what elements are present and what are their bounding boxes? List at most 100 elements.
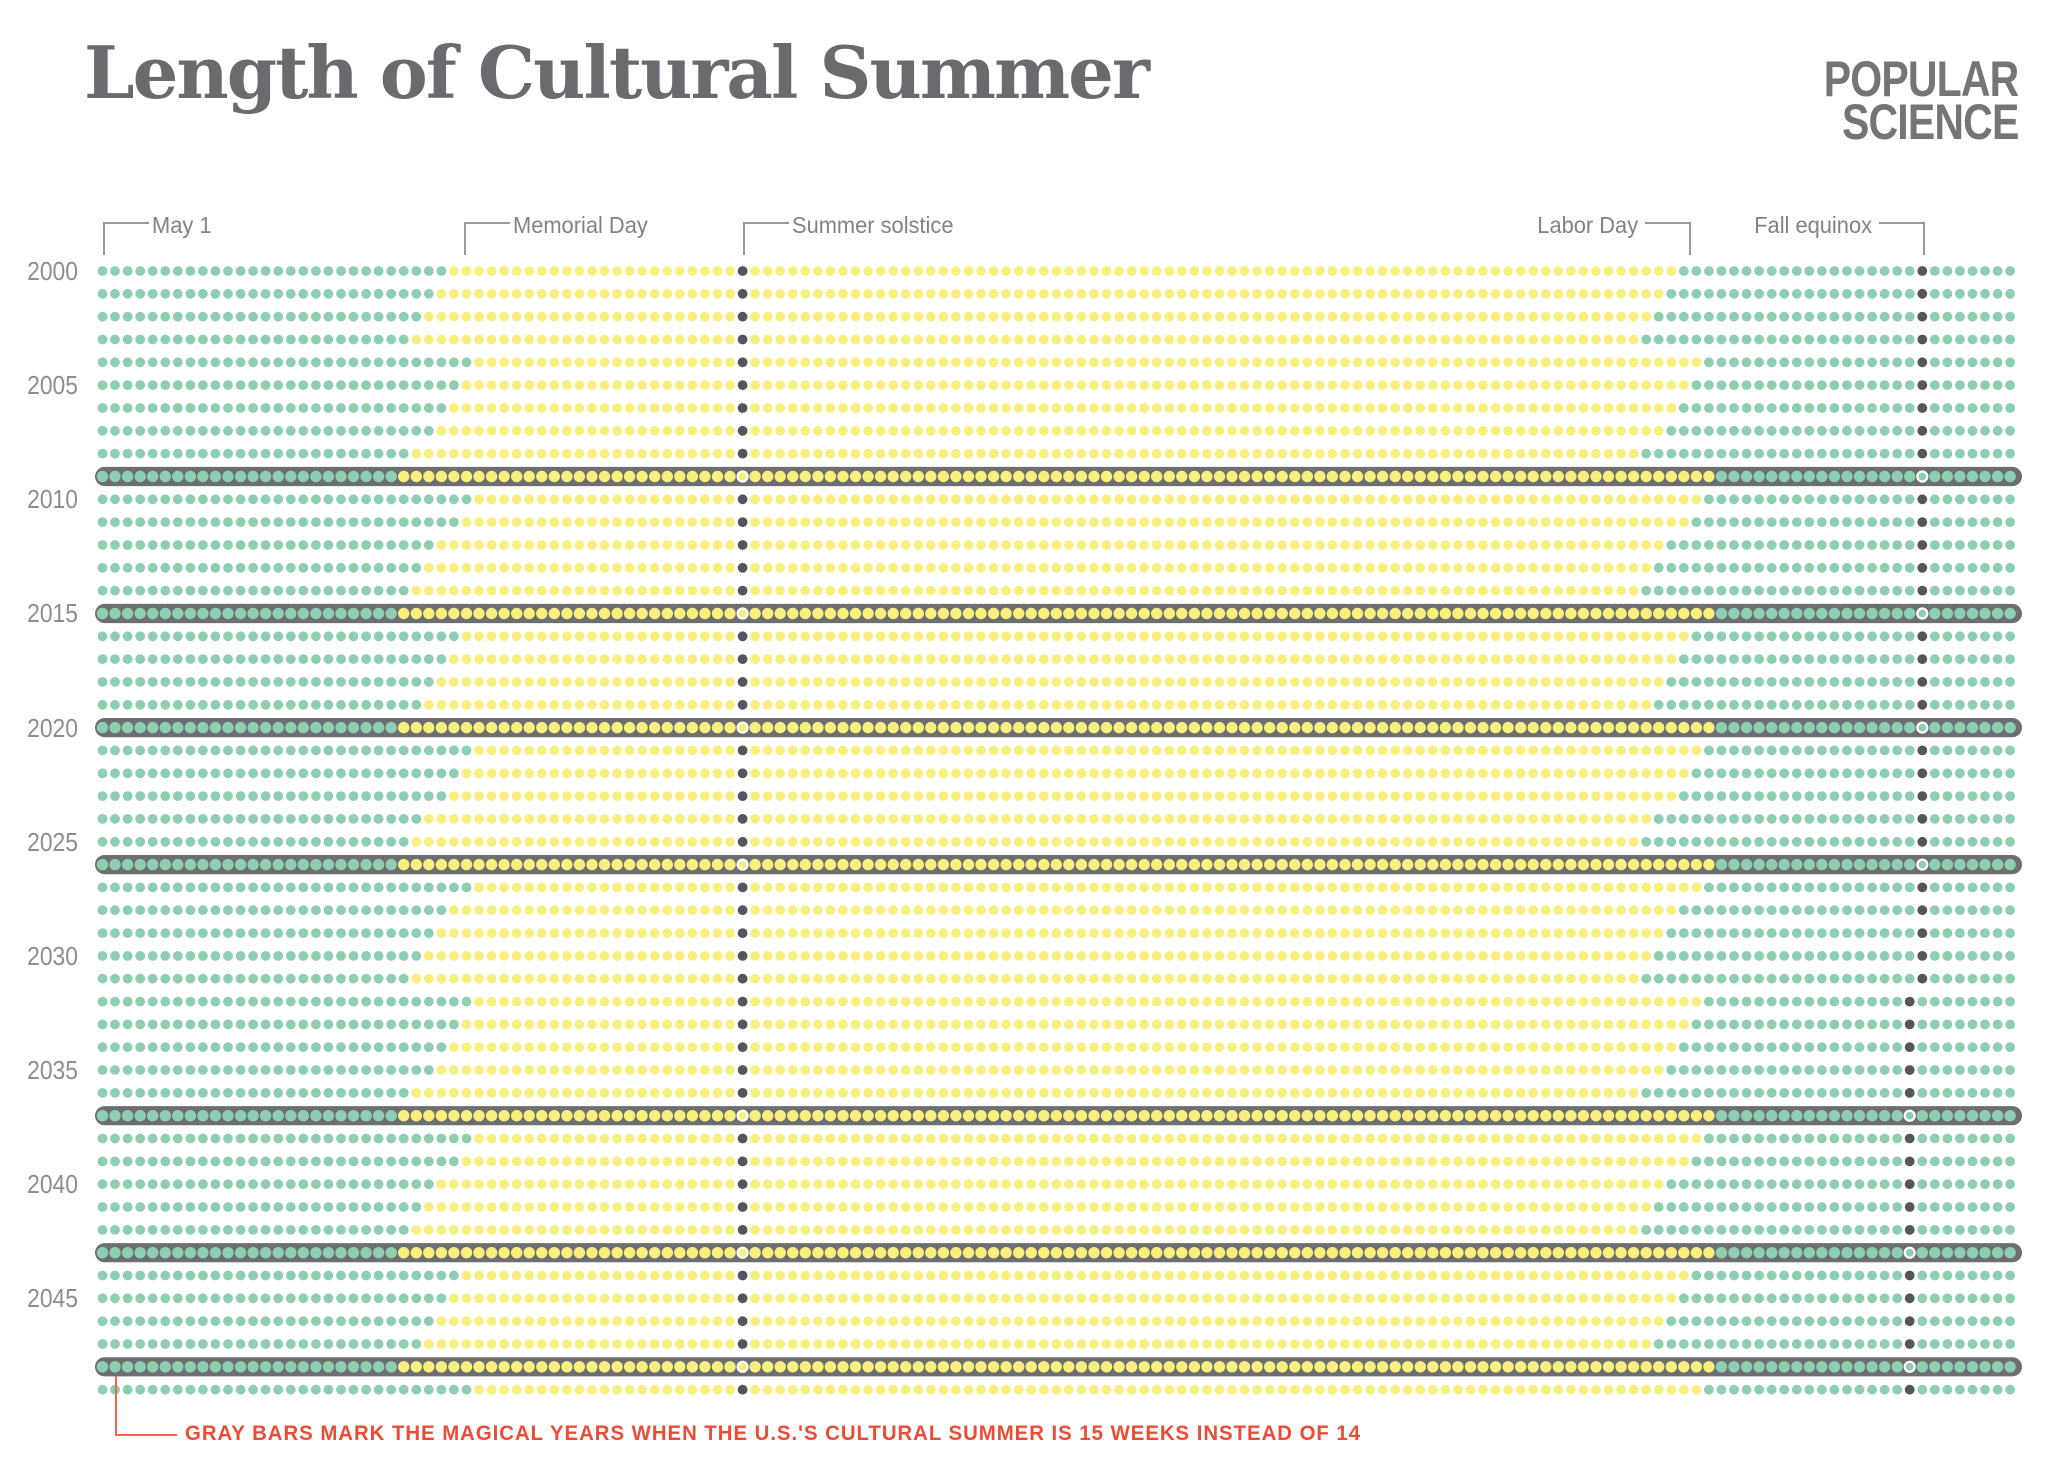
summer-solstice-marker	[737, 1339, 748, 1349]
fall-equinox-marker	[1917, 266, 1928, 276]
fall-equinox-marker	[1917, 540, 1928, 550]
fall-equinox-marker	[1917, 311, 1928, 322]
summer-solstice-marker	[736, 858, 749, 871]
summer-solstice-marker	[737, 654, 748, 664]
summer-solstice-marker	[737, 768, 748, 779]
summer-solstice-marker	[737, 1179, 748, 1190]
logo-line-popular: POPULAR	[1823, 51, 2019, 107]
year-row	[97, 654, 2015, 664]
summer-solstice-marker	[736, 1246, 749, 1259]
summer-solstice-marker	[737, 1133, 748, 1144]
year-row	[97, 905, 2015, 916]
fall-equinox-marker	[1904, 1384, 1915, 1395]
year-row	[95, 718, 2022, 738]
annotation-label-fall-equinox: Fall equinox	[1754, 212, 1872, 238]
year-row	[97, 836, 2015, 847]
annotation-label-memorial-day: Memorial Day	[513, 212, 648, 238]
summer-solstice-marker	[737, 1156, 748, 1167]
fall-equinox-marker	[1917, 905, 1928, 916]
summer-solstice-marker	[737, 631, 748, 642]
year-label-2040: 2040	[27, 1169, 78, 1200]
year-row	[97, 1339, 2015, 1349]
year-label-2035: 2035	[27, 1055, 78, 1086]
year-label-2030: 2030	[27, 940, 78, 971]
fall-equinox-marker	[1904, 1316, 1915, 1327]
fall-equinox-marker	[1904, 1293, 1915, 1304]
year-row	[97, 334, 2015, 345]
footnote-connector-line	[115, 1376, 177, 1436]
fall-equinox-marker	[1917, 768, 1928, 779]
year-label-2020: 2020	[27, 712, 78, 743]
annotation-label-labor-day: Labor Day	[1537, 212, 1638, 238]
year-label-2025: 2025	[27, 826, 78, 857]
fall-equinox-marker	[1904, 1019, 1915, 1030]
fall-equinox-marker	[1917, 562, 1928, 573]
year-row	[97, 1065, 2015, 1075]
year-row	[97, 380, 2015, 390]
fall-equinox-marker	[1917, 380, 1928, 390]
year-row	[97, 973, 2015, 984]
fall-equinox-marker	[1917, 494, 1928, 505]
summer-solstice-marker	[737, 494, 748, 505]
year-row	[95, 855, 2022, 875]
fall-equinox-marker	[1917, 677, 1928, 687]
fall-equinox-marker	[1917, 928, 1928, 938]
year-row	[97, 448, 2015, 459]
year-row	[97, 1088, 2015, 1098]
year-row	[97, 631, 2015, 642]
year-row	[97, 425, 2015, 436]
fall-equinox-marker	[1916, 858, 1929, 871]
fall-equinox-marker	[1904, 996, 1915, 1007]
year-row	[97, 928, 2015, 938]
summer-solstice-marker	[736, 1360, 749, 1373]
year-label-2045: 2045	[27, 1283, 78, 1314]
year-row	[95, 1106, 2022, 1126]
year-row	[97, 882, 2015, 893]
summer-solstice-marker	[737, 1225, 748, 1235]
fall-equinox-marker	[1917, 403, 1928, 413]
page-title: Length of Cultural Summer	[84, 30, 1150, 115]
summer-solstice-marker	[737, 1065, 748, 1075]
fall-equinox-marker	[1904, 1065, 1915, 1075]
fall-equinox-marker	[1917, 448, 1928, 459]
year-row	[97, 951, 2015, 961]
summer-solstice-marker	[737, 266, 748, 276]
summer-solstice-marker	[737, 1088, 748, 1098]
year-row	[97, 814, 2015, 824]
fall-equinox-marker	[1904, 1179, 1915, 1190]
fall-equinox-marker	[1917, 745, 1928, 756]
year-label-2000: 2000	[27, 256, 78, 286]
fall-equinox-marker	[1916, 721, 1929, 734]
year-row	[97, 1293, 2015, 1304]
year-row	[95, 603, 2022, 624]
summer-solstice-marker	[737, 357, 748, 368]
fall-equinox-marker	[1917, 517, 1928, 527]
fall-equinox-marker	[1917, 973, 1928, 984]
annotation-label-summer-solstice: Summer solstice	[792, 212, 954, 238]
summer-solstice-marker	[737, 996, 748, 1007]
summer-solstice-marker	[737, 973, 748, 984]
summer-solstice-marker	[737, 540, 748, 550]
fall-equinox-marker	[1917, 585, 1928, 596]
year-row	[97, 1270, 2015, 1281]
year-row	[97, 699, 2015, 710]
annotation-line-fall-equinox	[1879, 222, 1925, 255]
summer-solstice-marker	[737, 585, 748, 596]
fall-equinox-marker	[1917, 814, 1928, 824]
summer-solstice-marker	[737, 928, 748, 938]
summer-solstice-marker	[737, 1019, 748, 1030]
fall-equinox-marker	[1904, 1042, 1915, 1053]
summer-solstice-marker	[736, 470, 749, 483]
fall-equinox-marker	[1917, 654, 1928, 664]
fall-equinox-marker	[1904, 1225, 1915, 1235]
summer-solstice-marker	[737, 1270, 748, 1281]
fall-equinox-marker	[1903, 1109, 1916, 1122]
summer-solstice-marker	[736, 1109, 749, 1122]
fall-equinox-marker	[1917, 699, 1928, 710]
annotation-line-may-1	[103, 222, 149, 255]
popular-science-logo: POPULAR SCIENCE	[1823, 51, 2019, 147]
summer-solstice-marker	[737, 517, 748, 527]
summer-solstice-marker	[737, 1042, 748, 1053]
year-row	[97, 1042, 2015, 1053]
year-row	[95, 1243, 2022, 1263]
